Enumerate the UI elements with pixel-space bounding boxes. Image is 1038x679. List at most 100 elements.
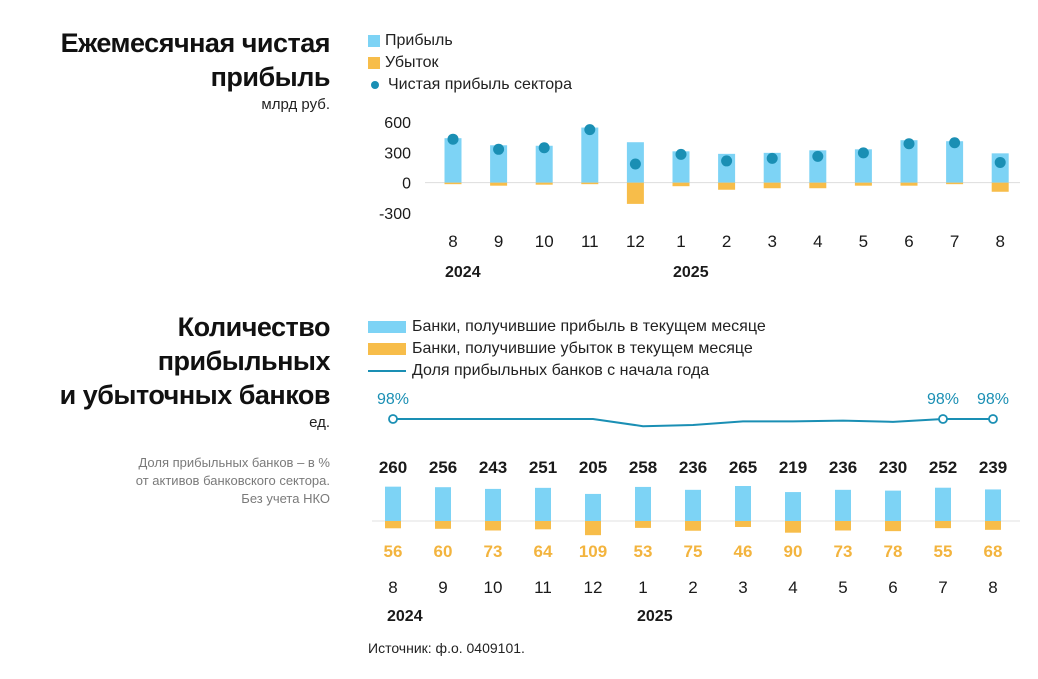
chart1-loss-bar	[900, 182, 918, 186]
chart1-loss-bar	[444, 182, 462, 185]
chart2-xtick-label: 4	[788, 578, 797, 597]
chart2-profit-bar	[835, 489, 851, 521]
chart1-net-point	[538, 142, 550, 154]
chart2-title-line3: и убыточных банков	[59, 380, 331, 410]
chart1-loss-bar	[490, 182, 508, 186]
chart2-xtick-label: 9	[438, 578, 447, 597]
chart1-profit-bar	[900, 140, 918, 183]
chart1-net-point	[721, 155, 733, 167]
chart2-loss-label: 55	[934, 542, 953, 561]
chart2-loss-label: 56	[384, 542, 403, 561]
chart1-profit-bar	[854, 149, 872, 183]
legend2-share-label: Доля прибыльных банков с начала года	[412, 362, 710, 379]
profit-banks-swatch	[368, 321, 406, 333]
chart1-net-point	[994, 156, 1006, 168]
chart1-xtick-label: 8	[995, 232, 1004, 251]
legend-net-label: Чистая прибыль сектора	[388, 76, 572, 93]
net-dot-swatch	[371, 81, 379, 89]
chart1-profit-bar	[535, 145, 553, 183]
chart1-xtick-label: 6	[904, 232, 913, 251]
chart1-loss-bar	[718, 182, 736, 190]
chart2-loss-label: 60	[434, 542, 453, 561]
chart2-loss-bar	[985, 521, 1001, 530]
chart1-year-label: 2025	[673, 264, 709, 281]
legend-net: Чистая прибыль сектора	[368, 74, 572, 96]
chart1-unit: млрд руб.	[261, 96, 330, 113]
chart2-profit-label: 260	[379, 458, 407, 477]
chart2-note-line2: от активов банковского сектора.	[135, 473, 330, 488]
chart2-xtick-label: 2	[688, 578, 697, 597]
chart2-share-marker	[388, 414, 398, 424]
chart2-loss-label: 109	[579, 542, 607, 561]
chart2-loss-bar	[785, 521, 801, 533]
chart2-profit-bar	[385, 486, 401, 521]
chart2-profit-label: 252	[929, 458, 957, 477]
chart1-xtick-label: 7	[950, 232, 959, 251]
chart2-profit-label: 236	[679, 458, 707, 477]
chart2-profit-label: 230	[879, 458, 907, 477]
chart1-net-point	[949, 137, 961, 149]
chart2-loss-bar	[635, 521, 651, 528]
chart2-loss-label: 46	[734, 542, 753, 561]
chart2-loss-label: 68	[984, 542, 1003, 561]
chart2-xtick-label: 3	[738, 578, 747, 597]
chart1-ytick-label: 300	[384, 145, 411, 162]
chart2-unit: ед.	[309, 414, 330, 431]
chart2-profit-bar	[935, 487, 951, 521]
chart2-loss-bar	[385, 521, 401, 529]
chart1-profit-bar	[490, 145, 508, 183]
chart1-profit-bar	[444, 138, 462, 183]
chart2-profit-bar	[535, 487, 551, 521]
chart2-loss-bar	[535, 521, 551, 530]
chart1-loss-bar	[946, 182, 964, 185]
chart2-profit-label: 256	[429, 458, 457, 477]
chart1-xtick-label: 9	[494, 232, 503, 251]
legend2-loss: Банки, получившие убыток в текущем месяц…	[368, 338, 766, 360]
chart1-net-point	[584, 124, 596, 136]
chart1-loss-bar	[581, 182, 599, 185]
chart2-xtick-label: 8	[988, 578, 997, 597]
chart2-profit-label: 239	[979, 458, 1007, 477]
chart2-xtick-label: 6	[888, 578, 897, 597]
chart2-profit-bar	[435, 487, 451, 521]
chart2-profit-bar	[585, 493, 601, 521]
chart2-share-line	[393, 418, 993, 428]
chart2-xtick-label: 7	[938, 578, 947, 597]
chart2-title-line1: Количество	[177, 312, 331, 342]
chart2-note: Доля прибыльных банков – в % от активов …	[30, 454, 330, 508]
chart2-profit-bar	[685, 489, 701, 521]
loss-swatch	[368, 57, 380, 69]
chart1-xtick-label: 3	[767, 232, 776, 251]
chart2-share-marker	[938, 414, 948, 424]
chart2-loss-bar	[585, 521, 601, 536]
chart2-loss-label: 90	[784, 542, 803, 561]
chart1-net-point	[903, 138, 915, 150]
chart1-title-line2: прибыль	[210, 62, 331, 92]
chart2-loss-bar	[935, 521, 951, 529]
chart1-net-point	[766, 152, 778, 164]
chart2-loss-label: 78	[884, 542, 903, 561]
legend2-profit-label: Банки, получившие прибыль в текущем меся…	[412, 318, 766, 335]
chart1-profit-bar	[581, 127, 599, 183]
chart1-xtick-label: 5	[859, 232, 868, 251]
chart2-year-label: 2025	[637, 608, 673, 625]
chart1-loss-bar	[809, 182, 827, 189]
legend-loss-label: Убыток	[385, 54, 439, 71]
chart1-net-point	[447, 133, 459, 145]
chart1-xtick-label: 2	[722, 232, 731, 251]
chart2-profit-bar	[985, 489, 1001, 521]
chart1-profit-bar	[672, 151, 690, 183]
legend-profit: Прибыль	[368, 30, 572, 52]
chart1-net-point	[493, 143, 505, 155]
chart2-xtick-label: 1	[638, 578, 647, 597]
chart2-loss-bar	[885, 521, 901, 532]
chart1-year-label: 2024	[445, 264, 481, 281]
chart2-title: Количество прибыльных и убыточных банков	[59, 310, 331, 412]
chart2-profit-bar	[735, 486, 751, 521]
chart2-loss-label: 75	[684, 542, 703, 561]
chart2-xtick-label: 5	[838, 578, 847, 597]
chart2-profit-bar	[485, 488, 501, 521]
chart2-title-line2: прибыльных	[157, 346, 331, 376]
chart2-xtick-label: 8	[388, 578, 397, 597]
